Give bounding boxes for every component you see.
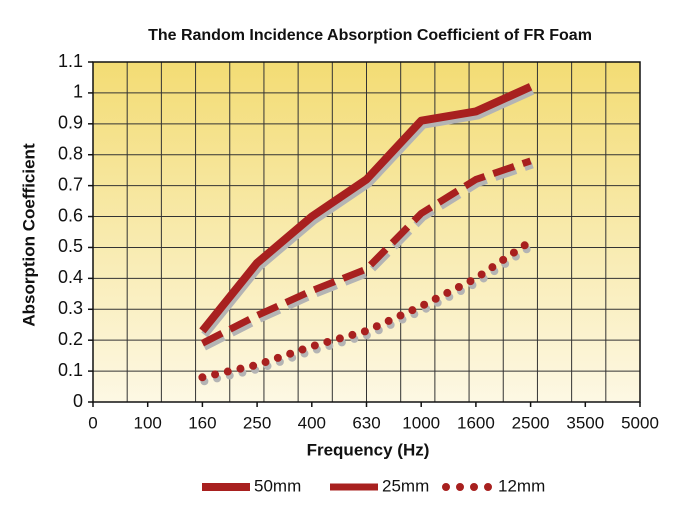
line-shadow bbox=[202, 161, 534, 351]
x-tick-label: 100 bbox=[134, 413, 162, 432]
legend-label: 12mm bbox=[498, 476, 545, 495]
x-tick-label: 630 bbox=[352, 413, 380, 432]
y-tick-label: 0.8 bbox=[58, 143, 83, 163]
y-tick-label: 0.4 bbox=[58, 267, 83, 287]
series-line bbox=[199, 83, 533, 334]
y-tick-label: 0.7 bbox=[58, 174, 83, 194]
series-line bbox=[200, 157, 532, 347]
y-tick-label: 1.1 bbox=[58, 51, 83, 71]
chart-title: The Random Incidence Absorption Coeffici… bbox=[148, 27, 592, 44]
series-line bbox=[198, 237, 535, 382]
y-axis-label: Absorption Coefficient bbox=[19, 143, 38, 327]
x-tick-label: 2500 bbox=[512, 413, 550, 432]
x-axis-label: Frequency (Hz) bbox=[307, 440, 430, 459]
y-tick-label: 0.3 bbox=[58, 298, 83, 318]
y-tick-label: 0.2 bbox=[58, 329, 83, 349]
line-shadow bbox=[201, 87, 535, 338]
x-tick-label: 3500 bbox=[566, 413, 604, 432]
legend-label: 50mm bbox=[254, 476, 301, 495]
x-tick-label: 1600 bbox=[457, 413, 495, 432]
x-tick-label: 250 bbox=[243, 413, 271, 432]
x-tick-label: 0 bbox=[88, 413, 97, 432]
y-tick-label: 0.9 bbox=[58, 113, 83, 133]
line-shadow bbox=[200, 241, 537, 386]
y-tick-label: 1 bbox=[73, 82, 83, 102]
y-tick-label: 0 bbox=[73, 391, 83, 411]
y-tick-label: 0.5 bbox=[58, 236, 83, 256]
y-tick-label: 0.1 bbox=[58, 360, 83, 380]
x-tick-label: 5000 bbox=[621, 413, 659, 432]
x-tick-label: 1000 bbox=[402, 413, 440, 432]
x-tick-label: 160 bbox=[188, 413, 216, 432]
y-tick-label: 0.6 bbox=[58, 205, 83, 225]
legend-label: 25mm bbox=[382, 476, 429, 495]
x-tick-label: 400 bbox=[298, 413, 326, 432]
